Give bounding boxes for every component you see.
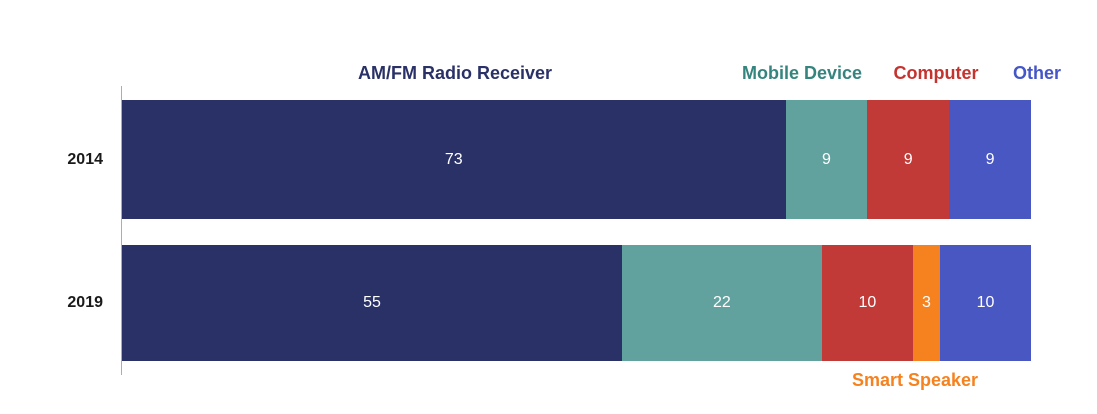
segment-value-label: 9 [822, 150, 831, 168]
series-label-smart-speaker: Smart Speaker [851, 370, 979, 390]
year-label-2014: 2014 [67, 150, 103, 168]
segment-computer-2014: 9 [867, 100, 950, 219]
segment-value-label: 55 [363, 294, 381, 311]
segment-other-2019: 10 [940, 245, 1031, 361]
segment-computer-2019: 10 [821, 245, 913, 361]
bar-row-2019: 2019 55 22 10 3 10 [67, 245, 1031, 361]
segment-value-label: 10 [976, 294, 995, 311]
segment-mobile-device-2019: 22 [621, 245, 822, 361]
segment-value-label: 10 [858, 294, 877, 311]
series-label-computer: Computer [893, 63, 979, 83]
segment-value-label: 3 [921, 294, 931, 311]
series-label-amfm-radio-receiver: AM/FM Radio Receiver [357, 63, 553, 83]
segment-value-label: 22 [713, 294, 731, 311]
segment-value-label: 73 [444, 150, 463, 168]
year-label-2019: 2019 [67, 294, 103, 311]
series-label-mobile-device: Mobile Device [741, 63, 863, 83]
series-label-other: Other [1012, 63, 1062, 83]
segment-value-label: 9 [903, 150, 913, 168]
segment-other-2014: 9 [949, 100, 1031, 219]
y-axis-line [121, 86, 122, 375]
segment-am-fm-radio-receiver-2014: 73 [122, 100, 786, 219]
segment-value-label: 9 [985, 150, 995, 168]
bar-row-2014: 2014 73 9 9 9 [67, 100, 1031, 219]
segment-am-fm-radio-receiver-2019: 55 [122, 245, 622, 361]
segment-mobile-device-2014: 9 [785, 100, 868, 219]
segment-smart-speaker-2019: 3 [912, 245, 941, 361]
